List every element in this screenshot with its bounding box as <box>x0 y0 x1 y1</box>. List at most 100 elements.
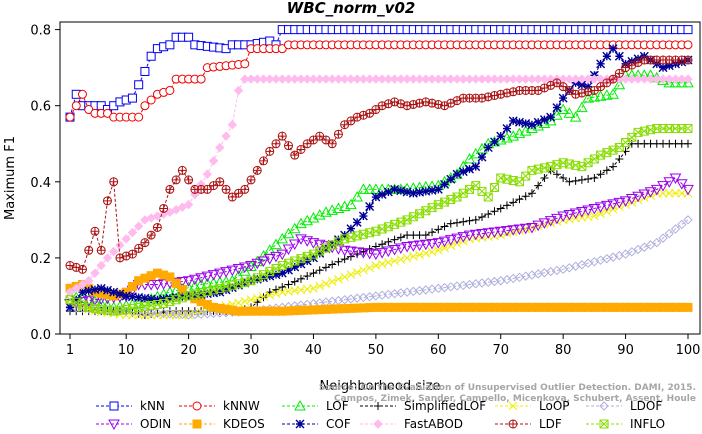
data-point-loop <box>421 248 431 258</box>
data-point-fastabod <box>215 142 225 153</box>
data-point-odin <box>650 184 663 196</box>
data-point-ldf <box>102 196 112 206</box>
data-point-odin <box>188 274 201 286</box>
data-point-fastabod <box>202 169 213 179</box>
data-point-loop <box>334 274 343 284</box>
data-point-cof <box>371 192 381 202</box>
data-point-odin <box>482 228 495 239</box>
data-point-lof <box>563 107 576 118</box>
data-point-cof <box>102 285 112 295</box>
data-point-cof <box>296 259 306 269</box>
data-point-cof <box>377 189 387 199</box>
data-point-lof <box>569 111 582 122</box>
data-point-odin <box>507 225 520 236</box>
data-point-simplifiedlof <box>428 228 437 237</box>
y-tick-label: 0.6 <box>30 100 51 115</box>
data-point-fastabod <box>677 74 687 84</box>
legend-marker-ldof <box>599 401 609 411</box>
legend-item-ldf: LDF <box>495 417 562 431</box>
data-point-inflo <box>377 224 387 234</box>
x-tick-label: 10 <box>118 343 135 358</box>
data-point-simplifiedlof <box>309 269 318 278</box>
legend-marker-knnw <box>192 401 202 411</box>
legend-label-cof: COF <box>326 417 351 431</box>
data-point-odin <box>232 264 245 275</box>
data-point-odin <box>494 226 507 238</box>
data-point-cof <box>458 167 468 177</box>
data-point-odin <box>413 240 426 251</box>
data-point-knnw <box>134 112 144 122</box>
legend-marker-inflo <box>599 419 609 429</box>
data-point-odin <box>569 208 582 220</box>
data-point-loop <box>371 261 381 270</box>
data-point-odin <box>432 238 445 249</box>
data-point-odin <box>613 197 626 209</box>
data-point-lof <box>351 190 364 202</box>
data-point-loop <box>602 207 612 216</box>
data-point-fastabod <box>483 74 493 84</box>
data-point-loop <box>390 256 399 266</box>
data-point-loop <box>658 188 668 198</box>
data-point-loop <box>677 188 687 198</box>
data-point-fastabod <box>321 74 331 84</box>
data-point-cof <box>333 235 343 245</box>
data-point-lof <box>594 90 607 101</box>
data-point-odin <box>338 245 351 257</box>
data-point-cof <box>152 295 162 305</box>
data-point-cof <box>358 211 368 221</box>
data-point-cof <box>327 239 337 249</box>
data-point-knn <box>140 66 150 76</box>
data-point-odin <box>201 271 214 283</box>
data-point-inflo <box>371 226 381 236</box>
watermark-line-1: Source: On the Evaluation of Unsupervise… <box>319 383 696 393</box>
data-point-lof <box>682 76 694 88</box>
data-point-loop <box>377 259 387 269</box>
data-point-cof <box>546 112 556 122</box>
data-point-odin <box>251 258 264 270</box>
data-point-fastabod <box>539 74 550 84</box>
data-point-simplifiedlof <box>378 240 387 249</box>
data-point-cof <box>577 80 587 90</box>
data-point-cof <box>177 292 187 302</box>
data-point-knnw <box>77 89 87 99</box>
x-tick-label: 20 <box>180 343 197 358</box>
data-point-simplifiedlof <box>334 257 343 266</box>
legend-label-simplifiedlof: SimplifiedLOF <box>404 399 486 413</box>
data-point-ldof <box>171 309 181 319</box>
y-tick-label: 0.8 <box>30 24 51 39</box>
data-point-ldf <box>265 146 275 156</box>
data-point-odin <box>207 270 220 281</box>
legend-label-inflo: INFLO <box>630 417 665 431</box>
data-point-simplifiedlof <box>396 233 405 242</box>
data-point-simplifiedlof <box>321 263 330 272</box>
data-point-odin <box>345 246 357 258</box>
data-point-cof <box>165 293 175 303</box>
data-point-ldf <box>614 68 624 78</box>
data-point-loop <box>671 188 680 198</box>
data-point-fastabod <box>583 74 593 84</box>
data-point-fastabod <box>108 246 119 257</box>
data-point-fastabod <box>502 74 512 84</box>
data-point-fastabod <box>421 74 431 84</box>
x-tick-label: 1 <box>66 343 74 358</box>
data-point-cof <box>221 285 231 295</box>
data-point-cof <box>658 63 668 73</box>
data-point-odin <box>382 246 395 258</box>
data-point-simplifiedlof <box>340 255 349 264</box>
data-point-cof <box>96 283 106 293</box>
data-point-fastabod <box>221 131 231 141</box>
legend-item-cof: COF <box>282 417 351 431</box>
data-point-odin <box>669 173 682 185</box>
data-point-lof <box>607 88 619 99</box>
data-point-simplifiedlof <box>272 285 280 294</box>
data-point-ldf <box>140 238 150 248</box>
legend-item-ldof: LDOF <box>586 399 662 413</box>
data-point-odin <box>657 181 669 192</box>
data-point-fastabod <box>414 74 425 84</box>
data-point-lof <box>463 152 476 164</box>
data-point-inflo <box>483 192 493 202</box>
data-point-odin <box>388 245 401 256</box>
plot-frame <box>59 21 701 335</box>
data-point-odin <box>576 206 588 218</box>
data-point-odin <box>276 249 289 261</box>
